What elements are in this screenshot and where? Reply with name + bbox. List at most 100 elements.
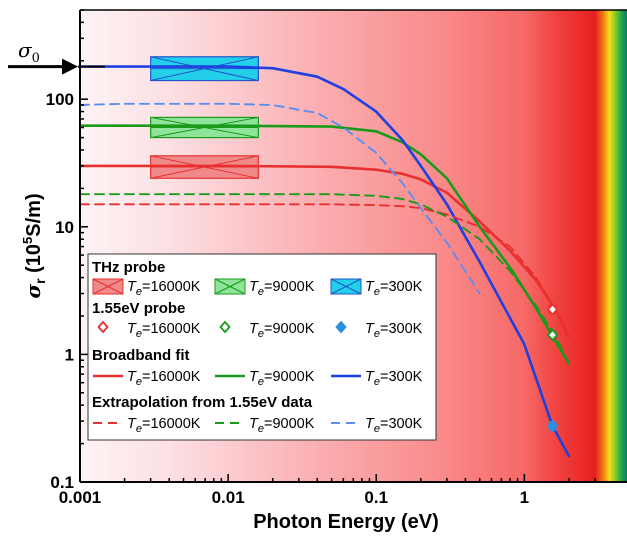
legend-temp-300: =300K — [380, 279, 423, 295]
legend-t-symbol: T — [365, 369, 375, 385]
y-axis-title-unit-exp: 5 — [20, 237, 35, 244]
legend-temp-300: =300K — [380, 369, 423, 385]
legend-t-symbol: T — [127, 369, 137, 385]
legend-t-symbol: T — [127, 321, 137, 337]
x-tick-label: 0.01 — [212, 488, 245, 507]
series-line-5 — [80, 102, 481, 295]
legend-box — [87, 253, 437, 441]
legend-t-sub: e — [374, 376, 380, 388]
legend-t-sub: e — [136, 328, 142, 340]
visible-spectrum-strip — [595, 10, 627, 482]
probe-point-300k — [546, 419, 559, 433]
legend-t-sub: e — [374, 328, 380, 340]
x-tick-label: 0.1 — [364, 488, 388, 507]
legend-t-sub: e — [374, 423, 380, 435]
legend-t-sub: e — [136, 423, 142, 435]
legend-extrap-300-label: Te=300K — [365, 416, 423, 435]
legend-thz-9000-label: Te=9000K — [249, 279, 315, 298]
sigma0-sub: 0 — [32, 51, 40, 66]
legend-t-sub: e — [258, 423, 264, 435]
legend-t-symbol: T — [365, 321, 375, 337]
legend-t-sub: e — [136, 376, 142, 388]
legend-extrap-9000-label: Te=9000K — [249, 416, 315, 435]
x-axis-title: Photon Energy (eV) — [253, 511, 439, 533]
series-line-4 — [80, 193, 570, 365]
probe-point-9000k — [546, 328, 559, 342]
x-tick-label: 1 — [520, 488, 529, 507]
legend-t-sub: e — [136, 286, 142, 298]
legend-probe-9000k — [219, 320, 231, 334]
legend-t-symbol: T — [249, 416, 259, 432]
sigma0-arrow-head — [62, 58, 78, 75]
legend-t-symbol: T — [365, 416, 375, 432]
legend-probe-16000-label: Te=16000K — [127, 321, 201, 340]
legend-thz-diagonal — [330, 278, 362, 295]
sigma0-annotation: σ0 — [8, 38, 105, 75]
series-lines — [80, 65, 571, 458]
thz-probe-boxes — [150, 56, 259, 179]
legend-thz-300k — [330, 278, 362, 295]
legend-extrap-title: Extrapolation from 1.55eV data — [92, 394, 313, 411]
legend-temp-9000: =9000K — [264, 369, 315, 385]
legend-probe-marker — [335, 320, 347, 334]
legend: THz probe Te=16000K Te=9000K Te=300K 1.5… — [87, 253, 437, 441]
legend-fit-300-label: Te=300K — [365, 369, 423, 388]
y-axis-title-sub: r — [32, 278, 48, 284]
y-tick-label: 0.1 — [50, 473, 74, 492]
y-axis-title: σr (105S/m) — [20, 193, 48, 298]
legend-temp-16000: =16000K — [142, 369, 201, 385]
legend-t-sub: e — [258, 376, 264, 388]
legend-t-symbol: T — [127, 416, 137, 432]
legend-temp-9000: =9000K — [264, 279, 315, 295]
legend-t-symbol: T — [249, 279, 259, 295]
legend-thz-16000-label: Te=16000K — [127, 279, 201, 298]
legend-temp-9000: =9000K — [264, 416, 315, 432]
probe-155eV-points — [546, 303, 559, 433]
y-axis-title-symbol: σ — [21, 284, 45, 299]
legend-t-symbol: T — [365, 279, 375, 295]
series-line-2 — [80, 65, 571, 458]
legend-thz-9000k — [214, 278, 246, 295]
legend-t-symbol: T — [249, 321, 259, 337]
legend-temp-16000: =16000K — [142, 321, 201, 337]
ticks — [79, 9, 596, 483]
y-axis-title-unit-post: S/m) — [23, 193, 45, 236]
legend-t-sub: e — [258, 328, 264, 340]
legend-probe-title: 1.55eV probe — [92, 300, 185, 317]
legend-fit-title: Broadband fit — [92, 347, 190, 364]
y-axis-title-unit-pre: (10 — [23, 244, 45, 278]
legend-probe-marker — [219, 320, 231, 334]
legend-probe-16000k — [97, 320, 109, 334]
probe-point-16000k — [546, 303, 559, 316]
legend-temp-16000: =16000K — [142, 416, 201, 432]
legend-probe-9000-label: Te=9000K — [249, 321, 315, 340]
legend-fit-16000-label: Te=16000K — [127, 369, 201, 388]
legend-temp-9000: =9000K — [264, 321, 315, 337]
y-tick-label: 10 — [55, 218, 74, 237]
legend-thz-300-label: Te=300K — [365, 279, 423, 298]
legend-probe-marker — [97, 320, 109, 334]
sigma0-symbol: σ — [18, 38, 33, 62]
legend-t-sub: e — [258, 286, 264, 298]
legend-t-symbol: T — [127, 279, 137, 295]
legend-thz-16000k — [92, 278, 124, 295]
legend-fit-9000-label: Te=9000K — [249, 369, 315, 388]
series-line-1 — [80, 124, 571, 365]
legend-probe-300k — [335, 320, 347, 334]
y-tick-label: 100 — [46, 90, 74, 109]
legend-extrap-16000-label: Te=16000K — [127, 416, 201, 435]
legend-thz-title: THz probe — [92, 259, 165, 276]
legend-temp-300: =300K — [380, 416, 423, 432]
sigma0-label: σ0 — [18, 38, 40, 66]
legend-t-symbol: T — [249, 369, 259, 385]
y-tick-label: 1 — [65, 345, 74, 364]
tick-labels: 0.001 0.01 0.1 1 0.1 1 10 100 — [46, 90, 529, 507]
legend-probe-300-label: Te=300K — [365, 321, 423, 340]
legend-temp-16000: =16000K — [142, 279, 201, 295]
legend-thz-diagonal — [92, 278, 124, 295]
series-line-3 — [80, 203, 570, 341]
legend-thz-diagonal — [214, 278, 246, 295]
legend-t-sub: e — [374, 286, 380, 298]
x-tick-label: 0.001 — [59, 488, 102, 507]
